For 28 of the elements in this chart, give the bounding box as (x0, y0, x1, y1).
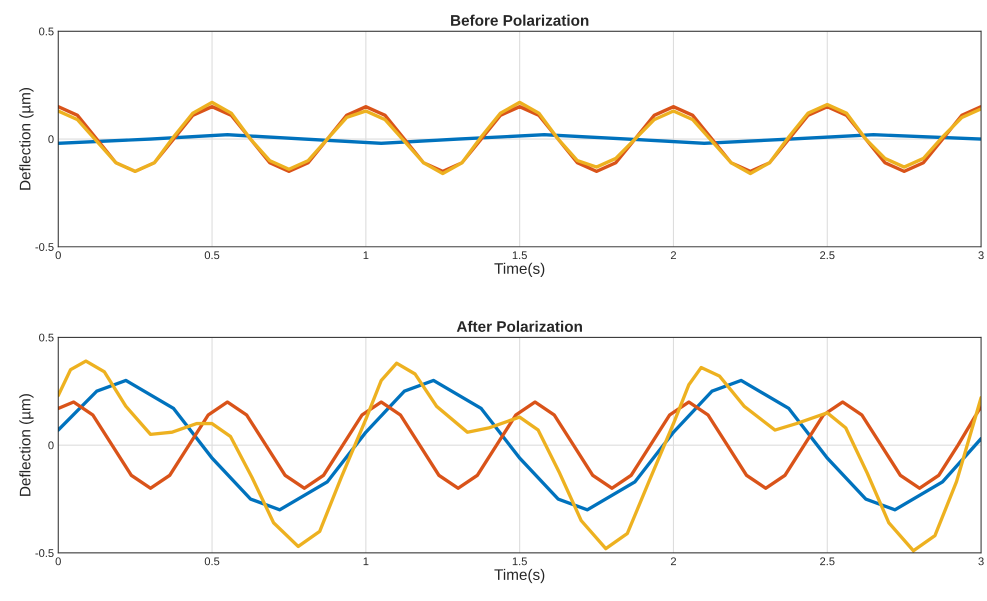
x-tick-label: 3 (978, 251, 984, 260)
y-tick-label: 0.5 (39, 334, 54, 342)
x-axis-title: Time(s) (494, 262, 544, 277)
y-tick-label: -0.5 (35, 243, 54, 251)
y-tick-label: 0 (48, 135, 54, 144)
y-axis-title: Deflection (µm) (19, 394, 34, 496)
y-tick-label: 0 (48, 441, 54, 450)
x-tick-label: 2.5 (820, 557, 835, 566)
chart-title: After Polarization (456, 320, 582, 332)
x-tick-label: 2 (670, 557, 676, 566)
x-tick-label: 3 (978, 557, 984, 566)
x-tick-label: 2 (670, 251, 676, 260)
x-tick-label: 1.5 (512, 557, 527, 566)
y-tick-label: 0.5 (39, 28, 54, 36)
x-tick-label: 0 (56, 251, 61, 260)
y-axis-title: Deflection (µm) (19, 88, 34, 190)
x-axis-title: Time(s) (494, 568, 544, 584)
x-tick-label: 1 (364, 251, 368, 260)
line-series (58, 378, 982, 512)
x-tick-label: 0.5 (204, 557, 220, 566)
line-series (58, 400, 982, 490)
x-tick-label: 0.5 (204, 251, 220, 260)
x-tick-label: 0 (56, 557, 61, 566)
x-tick-label: 1 (364, 557, 368, 566)
x-tick-label: 1.5 (512, 251, 527, 260)
chart-title: Before Polarization (451, 14, 588, 26)
y-tick-label: -0.5 (35, 549, 54, 558)
x-tick-label: 2.5 (820, 251, 835, 260)
